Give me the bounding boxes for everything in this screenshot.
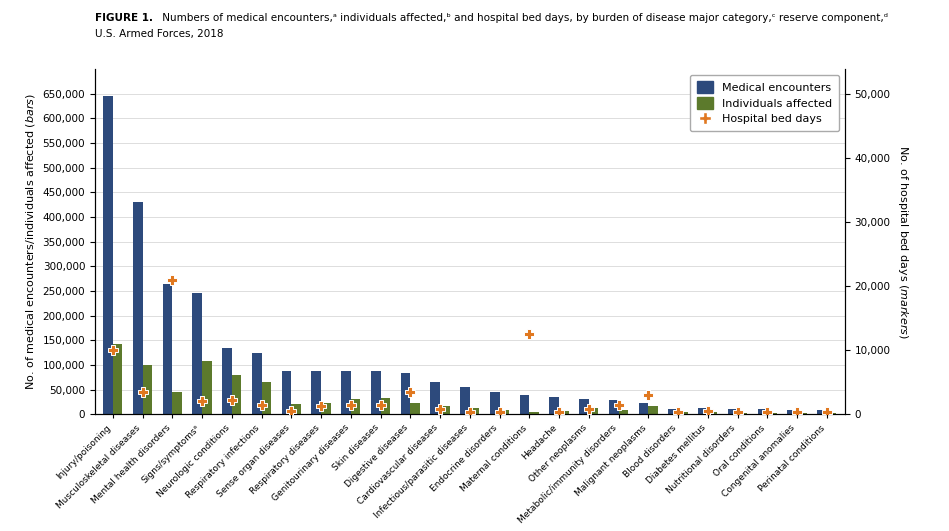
Bar (817, 410, 827, 414)
Hospital bed days (462, 407, 477, 416)
Hospital bed days (344, 400, 359, 409)
Bar (588, 408, 598, 414)
Bar (351, 399, 361, 414)
Bar (579, 399, 588, 414)
Y-axis label: No. of hospital bed days ($\it{markers}$): No. of hospital bed days ($\it{markers}$… (896, 144, 910, 339)
Bar (440, 406, 450, 414)
Bar (431, 382, 440, 414)
Bar (222, 348, 232, 414)
Hospital bed days (433, 405, 448, 413)
Bar (142, 365, 152, 414)
Bar (609, 400, 619, 414)
Bar (648, 406, 658, 414)
Bar (559, 411, 568, 414)
Hospital bed days (670, 407, 685, 416)
Bar (737, 413, 747, 414)
Hospital bed days (492, 407, 507, 416)
Text: FIGURE 1.: FIGURE 1. (95, 13, 153, 23)
Bar (252, 353, 262, 414)
Bar (371, 371, 381, 414)
Bar (788, 410, 797, 414)
Bar (728, 409, 737, 414)
Bar (113, 344, 122, 414)
Hospital bed days (224, 396, 239, 404)
Hospital bed days (254, 400, 270, 409)
Text: Numbers of medical encounters,ᵃ individuals affected,ᵇ and hospital bed days, by: Numbers of medical encounters,ᵃ individu… (159, 13, 888, 23)
Hospital bed days (700, 407, 716, 415)
Hospital bed days (522, 330, 537, 338)
Bar (202, 361, 212, 414)
Bar (470, 408, 479, 414)
Bar (133, 202, 142, 414)
Bar (342, 371, 351, 414)
Bar (193, 293, 202, 414)
Bar (499, 410, 509, 414)
Bar (311, 371, 321, 414)
Bar (410, 404, 419, 414)
Bar (262, 382, 271, 414)
Hospital bed days (730, 407, 745, 416)
Bar (639, 404, 648, 414)
Bar (103, 96, 113, 414)
Bar (530, 412, 539, 414)
Hospital bed days (135, 388, 150, 396)
Bar (162, 284, 173, 414)
Bar (797, 413, 807, 414)
Bar (490, 392, 499, 414)
Bar (381, 398, 390, 414)
Hospital bed days (790, 407, 805, 416)
Hospital bed days (284, 407, 299, 415)
Bar (282, 371, 291, 414)
Bar (757, 409, 767, 414)
Hospital bed days (819, 407, 834, 416)
Hospital bed days (195, 397, 210, 406)
Bar (400, 373, 410, 414)
Hospital bed days (759, 407, 774, 416)
Legend: Medical encounters, Individuals affected, Hospital bed days: Medical encounters, Individuals affected… (690, 74, 839, 131)
Bar (549, 397, 559, 414)
Hospital bed days (611, 400, 626, 409)
Hospital bed days (165, 275, 180, 284)
Bar (619, 410, 628, 414)
Bar (767, 413, 777, 414)
Hospital bed days (373, 400, 388, 409)
Bar (173, 392, 182, 414)
Bar (678, 413, 687, 414)
Hospital bed days (402, 388, 418, 396)
Hospital bed days (581, 405, 596, 413)
Bar (827, 413, 836, 414)
Hospital bed days (313, 402, 328, 411)
Bar (520, 396, 530, 414)
Hospital bed days (105, 346, 121, 354)
Hospital bed days (551, 407, 567, 416)
Hospital bed days (641, 391, 656, 399)
Bar (668, 409, 678, 414)
Bar (460, 387, 470, 414)
Bar (708, 413, 717, 414)
Bar (698, 408, 708, 414)
Y-axis label: No. of medical encounters/individuals affected ($\it{bars}$): No. of medical encounters/individuals af… (24, 93, 37, 390)
Bar (321, 403, 330, 414)
Bar (232, 375, 241, 414)
Bar (291, 404, 301, 414)
Text: U.S. Armed Forces, 2018: U.S. Armed Forces, 2018 (95, 29, 223, 39)
